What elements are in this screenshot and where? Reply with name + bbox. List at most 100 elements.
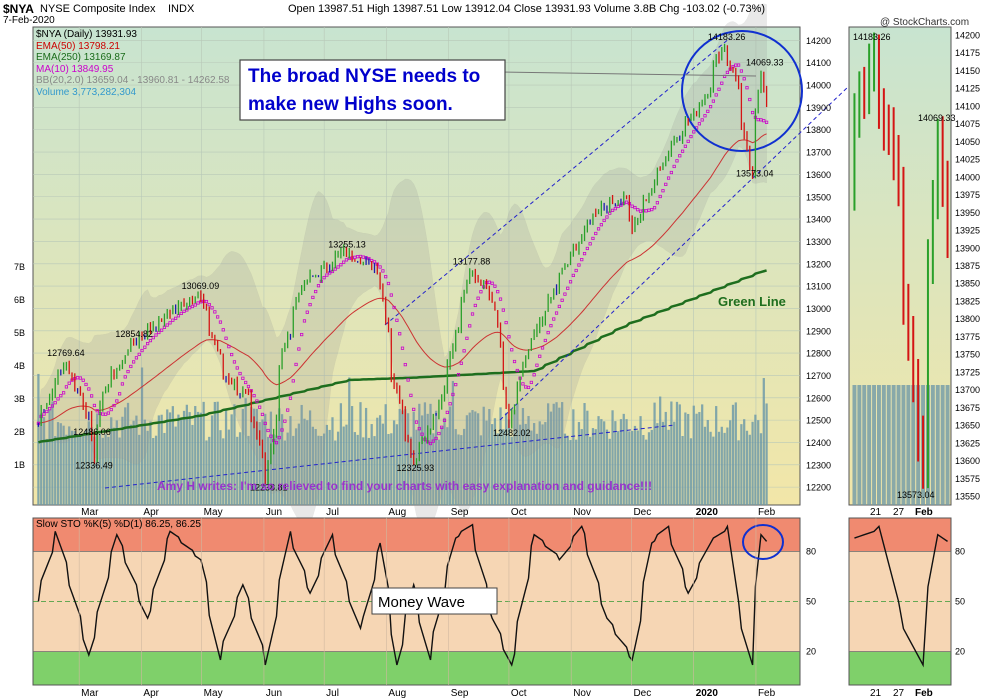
ma10-marker (45, 409, 49, 414)
ma10-marker (546, 331, 550, 335)
ma10-marker (493, 284, 497, 288)
ma10-marker (182, 309, 186, 313)
zoom-volume-bar (896, 385, 901, 505)
volume-bar (286, 432, 289, 505)
price-tick-label: 13300 (806, 237, 831, 247)
volume-bar (247, 435, 250, 505)
ma10-marker (683, 144, 687, 148)
ma10-marker (504, 320, 508, 325)
volume-bar (706, 420, 709, 505)
volume-bar (297, 423, 300, 505)
volume-bar (544, 422, 547, 505)
volume-bar (404, 409, 407, 505)
ma10-marker (151, 336, 155, 340)
volume-bar (608, 438, 611, 505)
price-tick-label: 12300 (806, 460, 831, 470)
volume-bar (138, 434, 141, 505)
volume-bar (726, 427, 729, 505)
ma10-marker (532, 373, 536, 377)
volume-bar (152, 438, 155, 505)
ma10-marker (658, 194, 662, 199)
ma10-marker (353, 255, 357, 259)
ma10-marker (594, 231, 598, 236)
ma10-marker (711, 99, 715, 103)
ma10-marker (316, 284, 321, 288)
ma10-marker (529, 380, 533, 385)
volume-bar (378, 415, 382, 505)
volume-bar (104, 434, 107, 505)
price-tick-label: 12800 (806, 349, 831, 359)
ma10-marker (308, 303, 312, 307)
zoom-price-tick-label: 13900 (955, 243, 980, 253)
ma10-marker (476, 296, 480, 300)
volume-bar (45, 438, 48, 505)
volume-bar (667, 429, 670, 505)
ma10-marker (118, 392, 122, 396)
ma10-marker (756, 118, 760, 122)
ma10-marker (557, 304, 561, 309)
volume-bar (589, 436, 592, 505)
osc-tick-label: 50 (955, 597, 965, 607)
stochastic-line-path (37, 523, 768, 667)
volume-bar (420, 415, 424, 505)
volume-bar (631, 430, 634, 505)
ma10-marker (487, 280, 491, 284)
volume-bar (465, 415, 469, 505)
ma10-marker (560, 298, 564, 302)
ma10-marker (221, 328, 225, 332)
volume-bar (348, 377, 351, 505)
zoom-time-tick-label: 27 (893, 507, 905, 518)
volume-bar (661, 421, 665, 505)
ma10-marker (462, 349, 466, 353)
osc-tick-label: 20 (955, 647, 965, 657)
volume-bar (440, 427, 443, 505)
month-tick-label: Nov (573, 507, 591, 518)
volume-bar (280, 414, 284, 505)
ma10-marker (678, 154, 682, 158)
volume-bar (614, 421, 617, 505)
volume-bar (692, 405, 695, 505)
volume-bar (538, 421, 541, 505)
volume-bar (401, 410, 404, 505)
ma10-marker (269, 434, 273, 438)
volume-bar (533, 423, 536, 505)
ma10-marker (434, 436, 438, 441)
ma10-marker (599, 223, 603, 227)
volume-bar (370, 424, 373, 505)
price-tick-label: 14200 (806, 36, 831, 46)
ma10-marker (762, 119, 766, 123)
volume-bar (224, 409, 228, 505)
volume-bar (373, 436, 376, 505)
ma10-marker (258, 405, 262, 409)
ma10-marker (468, 324, 472, 328)
chart-date: 7-Feb-2020 (3, 15, 55, 26)
ma10-marker (286, 408, 290, 412)
ma10-marker (143, 345, 147, 349)
ma10-marker (750, 110, 755, 115)
volume-bar (712, 436, 715, 505)
month-tick-label-bottom: Mar (81, 688, 99, 699)
long-term-support-line (104, 424, 676, 489)
ma10-marker (459, 361, 463, 365)
month-tick-label: Dec (633, 507, 651, 518)
zoom-time-tick-label: 21 (870, 507, 882, 518)
volume-bar (678, 404, 681, 505)
ma10-marker (218, 320, 223, 324)
ma10-marker (661, 189, 665, 193)
zoom-price-tick-label: 13550 (955, 491, 980, 501)
volume-tick-label: 6B (14, 295, 25, 305)
ma10-marker (501, 308, 505, 312)
ma10-marker (655, 201, 659, 205)
volume-bar (398, 408, 401, 505)
ma10-marker (207, 303, 211, 307)
volume-bar (350, 406, 354, 505)
month-tick-label: Oct (511, 507, 527, 518)
ma10-marker (456, 373, 461, 377)
ma10-marker (400, 346, 405, 350)
zoom-price-tick-label: 13950 (955, 208, 980, 218)
zoom-price-tick-label: 13975 (955, 190, 980, 200)
ma10-marker (566, 286, 570, 290)
zoom-oscillator-panel: 20 50 80 (848, 517, 965, 686)
price-point-label: 13069.09 (182, 281, 220, 291)
ma10-marker (445, 410, 449, 415)
